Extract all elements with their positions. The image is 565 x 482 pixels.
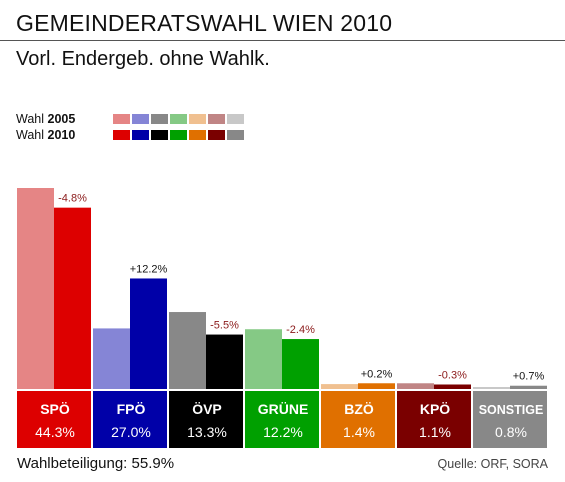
party-name-ovp: ÖVP [192, 401, 222, 417]
legend-swatch-2010-6 [208, 130, 225, 140]
bar-2005-grune [245, 329, 282, 389]
legend-swatch-2005-4 [170, 114, 187, 124]
party-box-ovp [169, 391, 243, 448]
legend-swatch-2005-1 [113, 114, 130, 124]
party-name-bzo: BZÖ [344, 401, 374, 417]
party-value-fpo: 27.0% [111, 424, 151, 440]
party-name-sonstige: SONSTIGE [479, 403, 544, 417]
bar-2010-fpo [130, 278, 167, 389]
legend-row-2005: Wahl 2005 [16, 112, 244, 126]
legend-label-2005: Wahl 2005 [16, 112, 112, 126]
party-box-kpo [397, 391, 471, 448]
change-label-fpo: +12.2% [130, 263, 168, 275]
party-name-kpo: KPÖ [420, 401, 450, 417]
party-box-grune [245, 391, 319, 448]
legend-row-2010: Wahl 2010 [16, 128, 244, 142]
chart-title: GEMEINDERATSWAHL WIEN 2010 [16, 10, 393, 36]
legend-swatch-2005-2 [132, 114, 149, 124]
change-label-ovp: -5.5% [210, 320, 239, 332]
bar-2005-sonstige [473, 387, 510, 389]
party-box-fpo [93, 391, 167, 448]
legend-swatch-2005-5 [189, 114, 206, 124]
party-value-spo: 44.3% [35, 424, 75, 440]
source-text: Quelle: ORF, SORA [437, 457, 548, 471]
chart-subtitle: Vorl. Endergeb. ohne Wahlk. [16, 48, 270, 70]
party-value-kpo: 1.1% [419, 424, 451, 440]
party-value-ovp: 13.3% [187, 424, 227, 440]
bar-2005-fpo [93, 328, 130, 389]
legend-swatch-2005-3 [151, 114, 168, 124]
turnout-text: Wahlbeteiligung: 55.9% [17, 455, 175, 472]
bar-2005-kpo [397, 383, 434, 389]
bar-2010-bzo [358, 383, 395, 389]
legend-year: 2005 [47, 112, 76, 126]
party-name-spo: SPÖ [40, 401, 70, 417]
change-label-grune: -2.4% [286, 324, 315, 336]
party-box-bzo [321, 391, 395, 448]
legend-prefix: Wahl [16, 128, 45, 142]
party-value-sonstige: 0.8% [495, 424, 527, 440]
bar-2010-spo [54, 207, 91, 389]
legend-swatch-2005-6 [208, 114, 225, 124]
party-name-fpo: FPÖ [117, 401, 146, 417]
title-divider [0, 40, 565, 41]
change-label-sonstige: +0.7% [513, 371, 545, 383]
legend-swatch-2010-3 [151, 130, 168, 140]
bar-2005-ovp [169, 312, 206, 389]
bar-2005-bzo [321, 384, 358, 389]
party-box-spo [17, 391, 91, 448]
party-box-sonstige [473, 391, 547, 448]
legend-year: 2010 [47, 128, 76, 142]
bar-2010-kpo [434, 384, 471, 389]
change-label-spo: -4.8% [58, 193, 87, 205]
bar-2010-ovp [206, 334, 243, 389]
legend-prefix: Wahl [16, 112, 45, 126]
bar-2010-sonstige [510, 385, 547, 389]
party-name-grune: GRÜNE [258, 401, 309, 417]
legend-swatch-2005-7 [227, 114, 244, 124]
legend-swatch-2010-7 [227, 130, 244, 140]
party-value-grune: 12.2% [263, 424, 303, 440]
change-label-bzo: +0.2% [361, 368, 393, 380]
party-value-bzo: 1.4% [343, 424, 375, 440]
legend-swatch-2010-4 [170, 130, 187, 140]
legend-swatch-2010-2 [132, 130, 149, 140]
legend-swatch-2010-5 [189, 130, 206, 140]
legend-swatch-2010-1 [113, 130, 130, 140]
bar-2005-spo [17, 188, 54, 389]
bar-2010-grune [282, 339, 319, 389]
legend-label-2010: Wahl 2010 [16, 128, 112, 142]
change-label-kpo: -0.3% [438, 369, 467, 381]
